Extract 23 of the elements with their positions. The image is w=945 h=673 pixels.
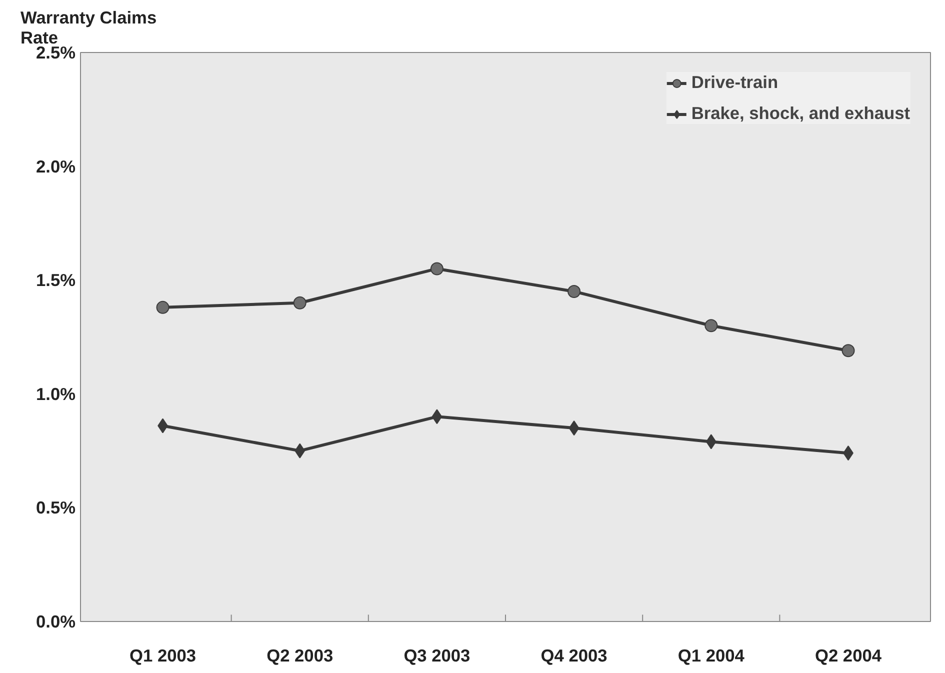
legend-label: Drive-train: [691, 72, 778, 93]
legend-label: Brake, shock, and exhaust: [691, 103, 910, 124]
x-tick-label: Q1 2003: [130, 646, 196, 666]
point: [842, 344, 855, 358]
point: [294, 443, 306, 458]
point: [704, 319, 718, 332]
x-tick-label: Q1 2004: [678, 646, 745, 666]
point: [568, 284, 581, 298]
point: [432, 409, 442, 424]
x-tick-label: Q3 2003: [404, 646, 471, 666]
y-tick-label: 1.5%: [36, 270, 76, 290]
point: [706, 434, 716, 450]
point: [430, 262, 444, 276]
x-tick-label: Q4 2003: [540, 646, 608, 666]
x-tick-label: Q2 2004: [815, 646, 882, 666]
point: [293, 296, 306, 310]
y-tick-label: 1.0%: [36, 384, 76, 404]
point: [156, 300, 170, 314]
y-tick-label: 0.5%: [36, 498, 76, 518]
y-tick-label: 0.0%: [36, 612, 76, 632]
y-tick-label: 2.0%: [36, 156, 76, 176]
x-tick-label: Q2 2003: [266, 646, 334, 666]
point: [568, 420, 580, 436]
